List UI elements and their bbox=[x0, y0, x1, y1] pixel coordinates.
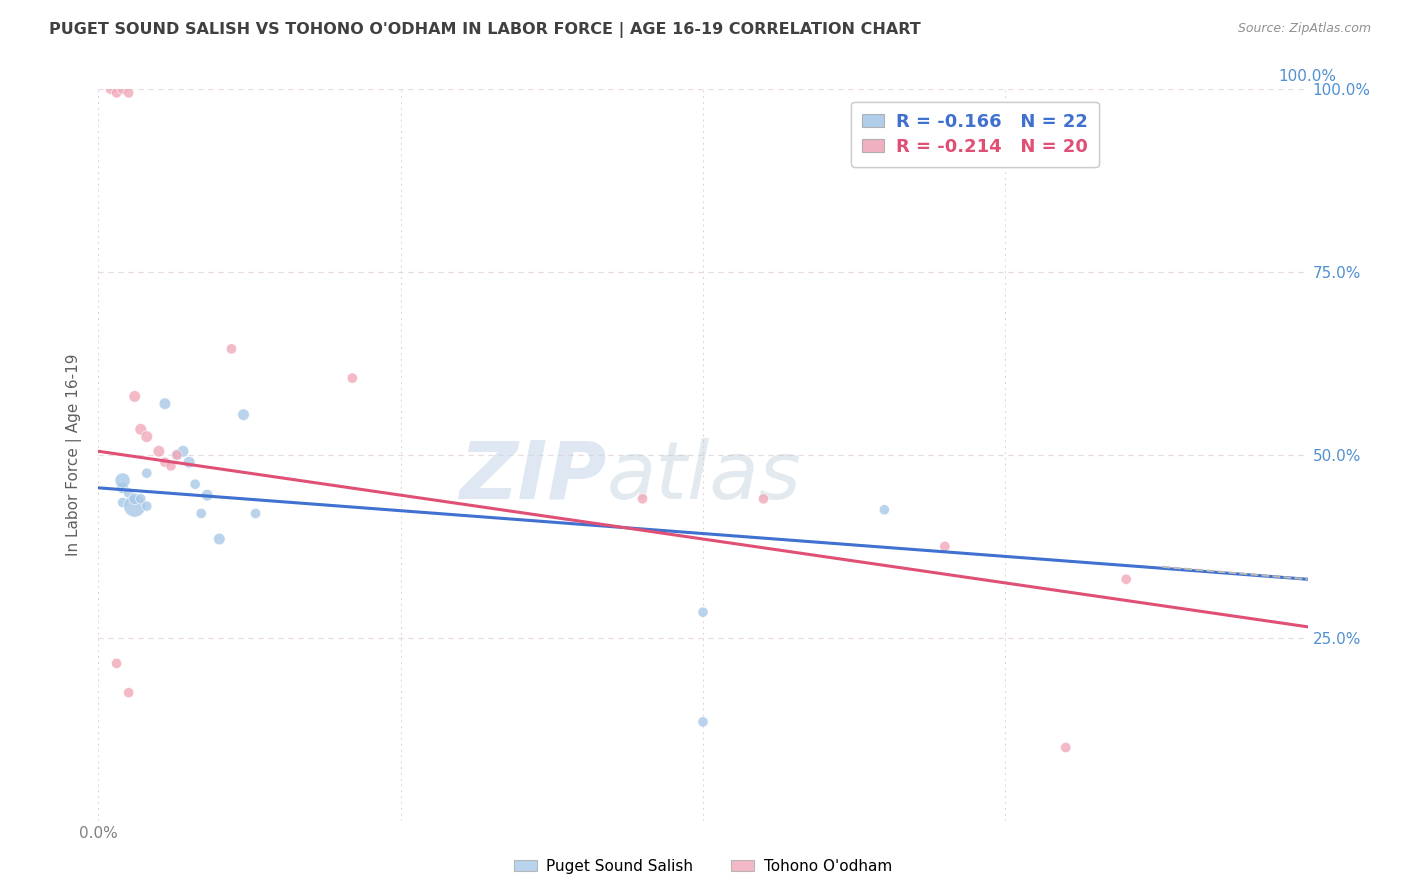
Point bbox=[153, 397, 176, 411]
Text: atlas: atlas bbox=[606, 438, 801, 516]
Point bbox=[166, 448, 188, 462]
Point bbox=[105, 657, 128, 671]
Point bbox=[100, 82, 122, 96]
Point bbox=[208, 532, 231, 546]
Point bbox=[135, 466, 157, 480]
Point bbox=[190, 507, 212, 521]
Point bbox=[1115, 572, 1137, 586]
Point bbox=[184, 477, 207, 491]
Point bbox=[111, 481, 134, 495]
Point bbox=[195, 488, 218, 502]
Point bbox=[111, 495, 134, 509]
Point bbox=[692, 714, 714, 729]
Point bbox=[752, 491, 775, 506]
Point bbox=[873, 503, 896, 517]
Point bbox=[166, 448, 188, 462]
Point bbox=[124, 491, 146, 506]
Point bbox=[105, 86, 128, 100]
Point bbox=[124, 499, 146, 513]
Point bbox=[153, 455, 176, 469]
Point bbox=[118, 686, 141, 700]
Text: PUGET SOUND SALISH VS TOHONO O'ODHAM IN LABOR FORCE | AGE 16-19 CORRELATION CHAR: PUGET SOUND SALISH VS TOHONO O'ODHAM IN … bbox=[49, 22, 921, 38]
Point bbox=[135, 499, 157, 513]
Point bbox=[148, 444, 170, 458]
Point bbox=[124, 389, 146, 403]
Point bbox=[111, 474, 134, 488]
Point bbox=[118, 486, 141, 500]
Point bbox=[129, 491, 152, 506]
Point bbox=[118, 86, 141, 100]
Point bbox=[692, 605, 714, 619]
Point bbox=[172, 444, 194, 458]
Point bbox=[934, 539, 956, 553]
Text: ZIP: ZIP bbox=[458, 438, 606, 516]
Point bbox=[221, 342, 243, 356]
Point bbox=[179, 455, 201, 469]
Point bbox=[160, 458, 183, 473]
Text: Source: ZipAtlas.com: Source: ZipAtlas.com bbox=[1237, 22, 1371, 36]
Point bbox=[631, 491, 654, 506]
Point bbox=[111, 82, 134, 96]
Point bbox=[1054, 740, 1077, 755]
Legend: Puget Sound Salish, Tohono O'odham: Puget Sound Salish, Tohono O'odham bbox=[508, 853, 898, 880]
Legend: R = -0.166   N = 22, R = -0.214   N = 20: R = -0.166 N = 22, R = -0.214 N = 20 bbox=[851, 102, 1099, 167]
Point bbox=[245, 507, 267, 521]
Point bbox=[342, 371, 364, 385]
Point bbox=[232, 408, 254, 422]
Point bbox=[135, 430, 157, 444]
Point bbox=[129, 422, 152, 436]
Y-axis label: In Labor Force | Age 16-19: In Labor Force | Age 16-19 bbox=[66, 353, 83, 557]
